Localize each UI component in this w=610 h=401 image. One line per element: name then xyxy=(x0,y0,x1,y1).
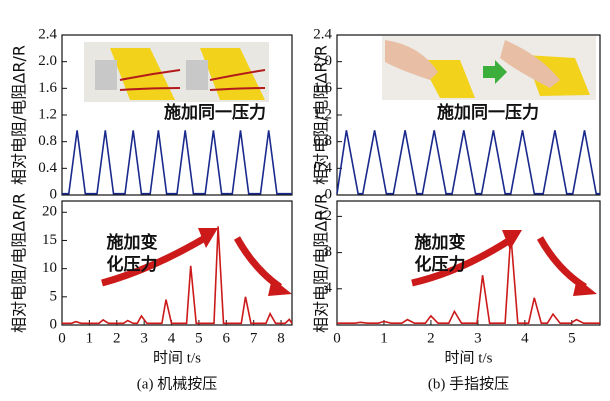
y-tick-label: 10 xyxy=(42,260,57,276)
annotation: 化压力 xyxy=(415,254,466,275)
x-tick-label: 1 xyxy=(380,330,388,346)
x-tick-label: 2 xyxy=(427,330,435,346)
y-tick-label: 15 xyxy=(42,232,57,248)
x-tick-label: 1 xyxy=(86,330,94,346)
x-tick-label: 4 xyxy=(168,330,176,346)
x-tick-label: 0 xyxy=(58,330,66,346)
y-tick-label: 0.8 xyxy=(38,133,57,149)
data-line xyxy=(337,130,600,193)
x-tick-label: 3 xyxy=(140,330,148,346)
y-tick-label: 5 xyxy=(50,288,58,304)
x-tick-label: 3 xyxy=(474,330,482,346)
x-tick-label: 0 xyxy=(333,330,341,346)
photo-inset xyxy=(382,36,596,100)
y-tick-label: 0.4 xyxy=(38,160,57,176)
y-tick-label: 1.6 xyxy=(38,80,57,96)
x-tick-label: 4 xyxy=(521,330,529,346)
x-tick-label: 5 xyxy=(568,330,576,346)
x-tick-label: 8 xyxy=(277,330,285,346)
data-line xyxy=(62,130,292,193)
figure: 00.40.81.21.62.02.4相对电阻/电阻ΔR/R施加同一压力0510… xyxy=(0,0,610,401)
annotation: 施加变 xyxy=(415,232,466,253)
annotation: 施加同一压力 xyxy=(437,102,539,123)
y-axis-label: 相对电阻/电阻ΔR/R xyxy=(10,193,29,333)
y-tick-label: 0 xyxy=(50,316,58,332)
y-axis-label: 相对电阻/电阻ΔR/R xyxy=(312,193,331,333)
y-axis-label: 相对电阻/电阻ΔR/R xyxy=(312,45,331,185)
annotation: 施加变 xyxy=(107,232,158,253)
y-tick-label: 2.0 xyxy=(38,53,57,69)
annotation: 化压力 xyxy=(107,254,158,275)
y-tick-label: 2.4 xyxy=(313,26,332,42)
y-tick-label: 20 xyxy=(42,204,57,220)
y-tick-label: 2.4 xyxy=(38,26,57,42)
x-tick-label: 6 xyxy=(223,330,231,346)
caption: (b) 手指按压 xyxy=(428,375,509,392)
y-tick-label: 1.2 xyxy=(38,106,57,122)
arrow-head xyxy=(268,278,292,296)
y-tick-label: 0 xyxy=(50,186,58,202)
x-tick-label: 5 xyxy=(195,330,203,346)
arrow-head xyxy=(573,278,597,296)
x-tick-label: 2 xyxy=(113,330,121,346)
x-axis-label: 时间 t/s xyxy=(153,349,201,366)
photo-inset xyxy=(84,42,269,102)
data-line xyxy=(62,226,292,323)
caption: (a) 机械按压 xyxy=(137,375,217,392)
x-tick-label: 7 xyxy=(250,330,258,346)
data-line xyxy=(337,235,600,324)
x-axis-label: 时间 t/s xyxy=(445,349,493,366)
y-axis-label: 相对电阻/电阻ΔR/R xyxy=(10,45,29,185)
annotation: 施加同一压力 xyxy=(164,102,266,123)
page: 00.40.81.21.62.02.4相对电阻/电阻ΔR/R施加同一压力0510… xyxy=(0,0,610,401)
